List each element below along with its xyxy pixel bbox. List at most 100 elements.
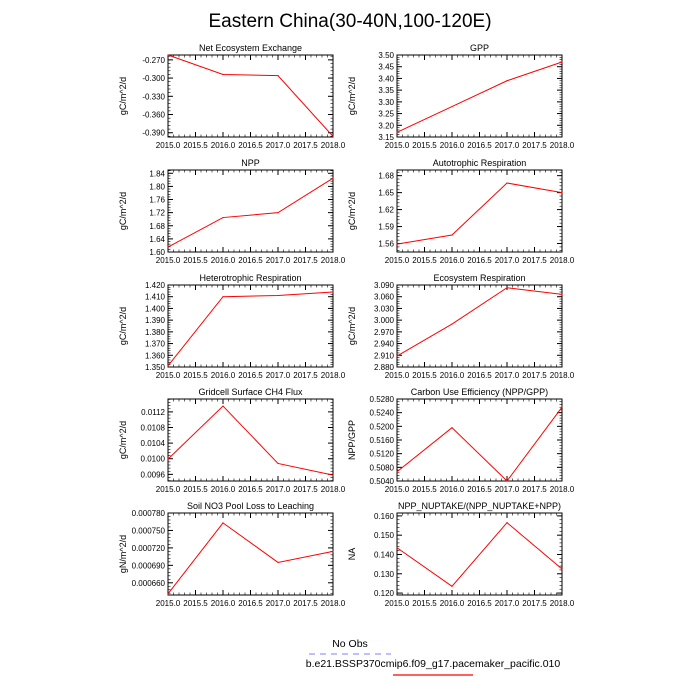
chart-title: Heterotrophic Respiration — [199, 273, 301, 283]
chart-panel-1: Net Ecosystem Exchange gC/m^2/d 2015.0 2015… — [118, 43, 346, 150]
data-point — [396, 243, 398, 245]
x-tick-label: 2017.0 — [266, 485, 291, 494]
x-tick-label: 2017.0 — [495, 256, 520, 265]
y-tick-label: 0.160 — [374, 512, 395, 521]
x-tick-label: 2016.5 — [467, 256, 492, 265]
data-point — [167, 458, 169, 460]
x-tick-label: 2017.0 — [495, 485, 520, 494]
x-tick-label: 2016.5 — [467, 371, 492, 380]
x-tick-label: 2017.0 — [266, 141, 291, 150]
y-tick-label: 0.0112 — [141, 408, 165, 417]
y-tick-label: 0.0104 — [141, 439, 166, 448]
data-point — [277, 212, 279, 214]
y-tick-label: 1.400 — [145, 304, 166, 313]
plot-frame — [396, 54, 563, 138]
plot-frame — [396, 284, 563, 368]
plot-frame — [167, 398, 334, 482]
x-tick-label: 2016.0 — [440, 599, 465, 608]
legend-obs-label: No Obs — [332, 638, 368, 650]
x-tick-label: 2015.0 — [385, 485, 410, 494]
series-line — [396, 406, 563, 482]
data-point — [396, 471, 398, 473]
data-point — [451, 427, 453, 429]
x-tick-label: 2017.5 — [522, 141, 547, 150]
y-tick-label: 0.000660 — [132, 579, 166, 588]
data-point — [222, 296, 224, 298]
x-tick-label: 2015.5 — [412, 141, 437, 150]
chart-panel-6: Ecosystem Respiration gC/m^2/d 2015.0 2015.… — [347, 273, 575, 380]
plot-frame — [167, 512, 334, 596]
x-tick-label: 2015.5 — [412, 371, 437, 380]
y-tick-label: 3.030 — [374, 304, 395, 313]
x-tick-label: 2015.0 — [156, 371, 181, 380]
y-tick-label: 1.68 — [378, 172, 394, 181]
data-point — [506, 287, 508, 289]
x-tick-label: 2016.0 — [211, 141, 236, 150]
x-tick-label: 2017.0 — [266, 599, 291, 608]
chart-title: Autotrophic Respiration — [433, 158, 527, 168]
plot-frame — [167, 54, 334, 138]
x-tick-label: 2016.0 — [440, 485, 465, 494]
x-tick-label: 2017.5 — [293, 141, 318, 150]
x-tick-label: 2017.0 — [495, 599, 520, 608]
y-tick-label: -0.390 — [142, 129, 165, 138]
chart-title: GPP — [470, 43, 489, 53]
data-point — [167, 365, 169, 367]
y-tick-label: 3.35 — [378, 86, 394, 95]
x-tick-label: 2016.5 — [238, 141, 263, 150]
x-tick-label: 2017.5 — [293, 599, 318, 608]
plot-frame — [167, 169, 334, 253]
data-point — [277, 294, 279, 297]
y-tick-label: -0.330 — [142, 92, 165, 101]
x-tick-label: 2016.0 — [211, 371, 236, 380]
x-tick-label: 2015.5 — [183, 256, 208, 265]
x-tick-label: 2016.5 — [238, 485, 263, 494]
x-tick-label: 2017.5 — [293, 485, 318, 494]
y-tick-label: 1.370 — [145, 340, 166, 349]
y-tick-label: 1.380 — [145, 328, 166, 337]
data-point — [561, 568, 563, 570]
chart-panel-8: Carbon Use Efficiency (NPP/GPP) NPP/GPP 20… — [347, 387, 575, 494]
y-tick-label: 1.350 — [145, 363, 166, 372]
x-tick-label: 2016.0 — [211, 256, 236, 265]
y-tick-label: 3.25 — [378, 110, 394, 119]
y-tick-label: 0.000780 — [132, 509, 166, 518]
x-tick-label: 2015.5 — [183, 141, 208, 150]
x-tick-label: 2016.0 — [211, 485, 236, 494]
legend: No Obs b.e21.BSSP370cmip6.f09_g17.pacema… — [306, 638, 560, 676]
y-axis-label: gC/m^2/d — [347, 192, 357, 230]
x-tick-label: 2016.0 — [211, 599, 236, 608]
y-tick-label: 3.50 — [378, 51, 394, 60]
series-line — [396, 287, 563, 357]
y-tick-label: 3.000 — [374, 316, 395, 325]
y-tick-label: 3.060 — [374, 293, 395, 302]
y-tick-label: 3.20 — [378, 121, 394, 130]
data-point — [561, 61, 563, 63]
y-tick-label: 0.5280 — [370, 395, 395, 404]
page-title: Eastern China(30-40N,100-120E) — [208, 11, 491, 32]
data-point — [222, 522, 224, 524]
y-tick-label: 0.140 — [374, 550, 395, 559]
data-point — [332, 177, 334, 179]
x-tick-label: 2016.0 — [440, 141, 465, 150]
data-point — [561, 406, 563, 408]
data-point — [332, 550, 334, 552]
y-axis-label: gC/m^2/d — [118, 192, 128, 230]
chart-panel-5: Heterotrophic Respiration gC/m^2/d 2015.0 2… — [118, 273, 346, 380]
x-tick-label: 2015.0 — [385, 141, 410, 150]
y-tick-label: 3.15 — [378, 133, 394, 142]
x-tick-label: 2017.5 — [522, 599, 547, 608]
data-point — [167, 54, 169, 56]
x-tick-label: 2018.0 — [550, 141, 575, 150]
y-tick-label: 1.390 — [145, 316, 166, 325]
y-tick-label: 1.72 — [149, 209, 165, 218]
x-tick-label: 2018.0 — [550, 371, 575, 380]
x-tick-label: 2018.0 — [550, 256, 575, 265]
y-tick-label: -0.270 — [142, 56, 165, 65]
y-axis-label: gC/m^2/d — [118, 77, 128, 115]
y-axis-label: gC/m^2/d — [118, 307, 128, 345]
